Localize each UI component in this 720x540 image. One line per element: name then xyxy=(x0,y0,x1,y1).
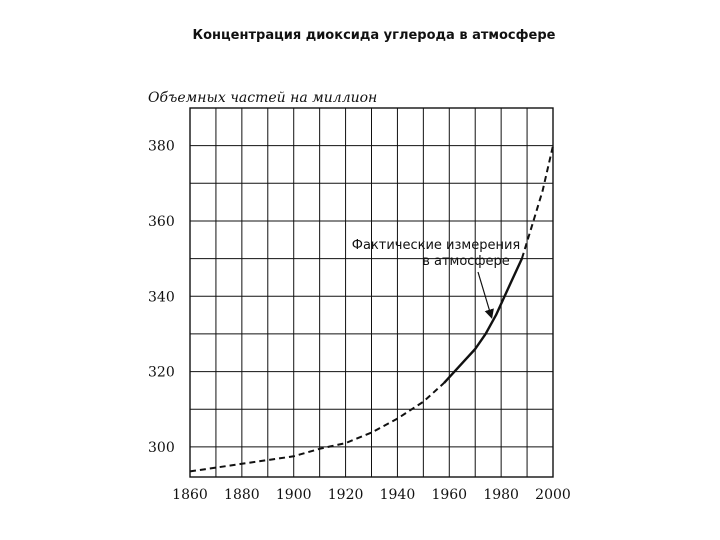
x-tick-label: 1960 xyxy=(431,487,467,503)
y-tick-label: 380 xyxy=(148,139,175,155)
series-group xyxy=(189,145,554,473)
series-line-projected xyxy=(520,145,554,259)
y-axis-label: Объемных частей на миллион xyxy=(148,90,377,106)
series-line-measured xyxy=(443,258,523,384)
y-tick-label: 340 xyxy=(148,289,175,305)
x-tick-label: 1900 xyxy=(276,487,312,503)
grid xyxy=(189,107,554,478)
chart-title: Концентрация диоксида углерода в атмосфе… xyxy=(192,28,556,43)
annotation-line-2: в атмосфере xyxy=(422,254,510,269)
x-ticks: 1860 1880 1900 1920 1940 1960 1980 2000 xyxy=(172,487,571,503)
x-tick-label: 1980 xyxy=(483,487,519,503)
y-ticks: 300 320 340 360 380 xyxy=(148,139,175,456)
y-tick-label: 360 xyxy=(148,214,175,230)
annotation-arrow xyxy=(477,271,494,319)
x-tick-label: 1940 xyxy=(380,487,416,503)
x-tick-label: 2000 xyxy=(535,487,571,503)
annotation-line-1: Фактические измерения xyxy=(352,238,520,253)
x-tick-label: 1860 xyxy=(172,487,208,503)
y-tick-label: 300 xyxy=(148,440,175,456)
x-tick-label: 1920 xyxy=(328,487,364,503)
series-line-projected xyxy=(189,382,445,473)
y-tick-label: 320 xyxy=(148,365,175,381)
x-tick-label: 1880 xyxy=(224,487,260,503)
